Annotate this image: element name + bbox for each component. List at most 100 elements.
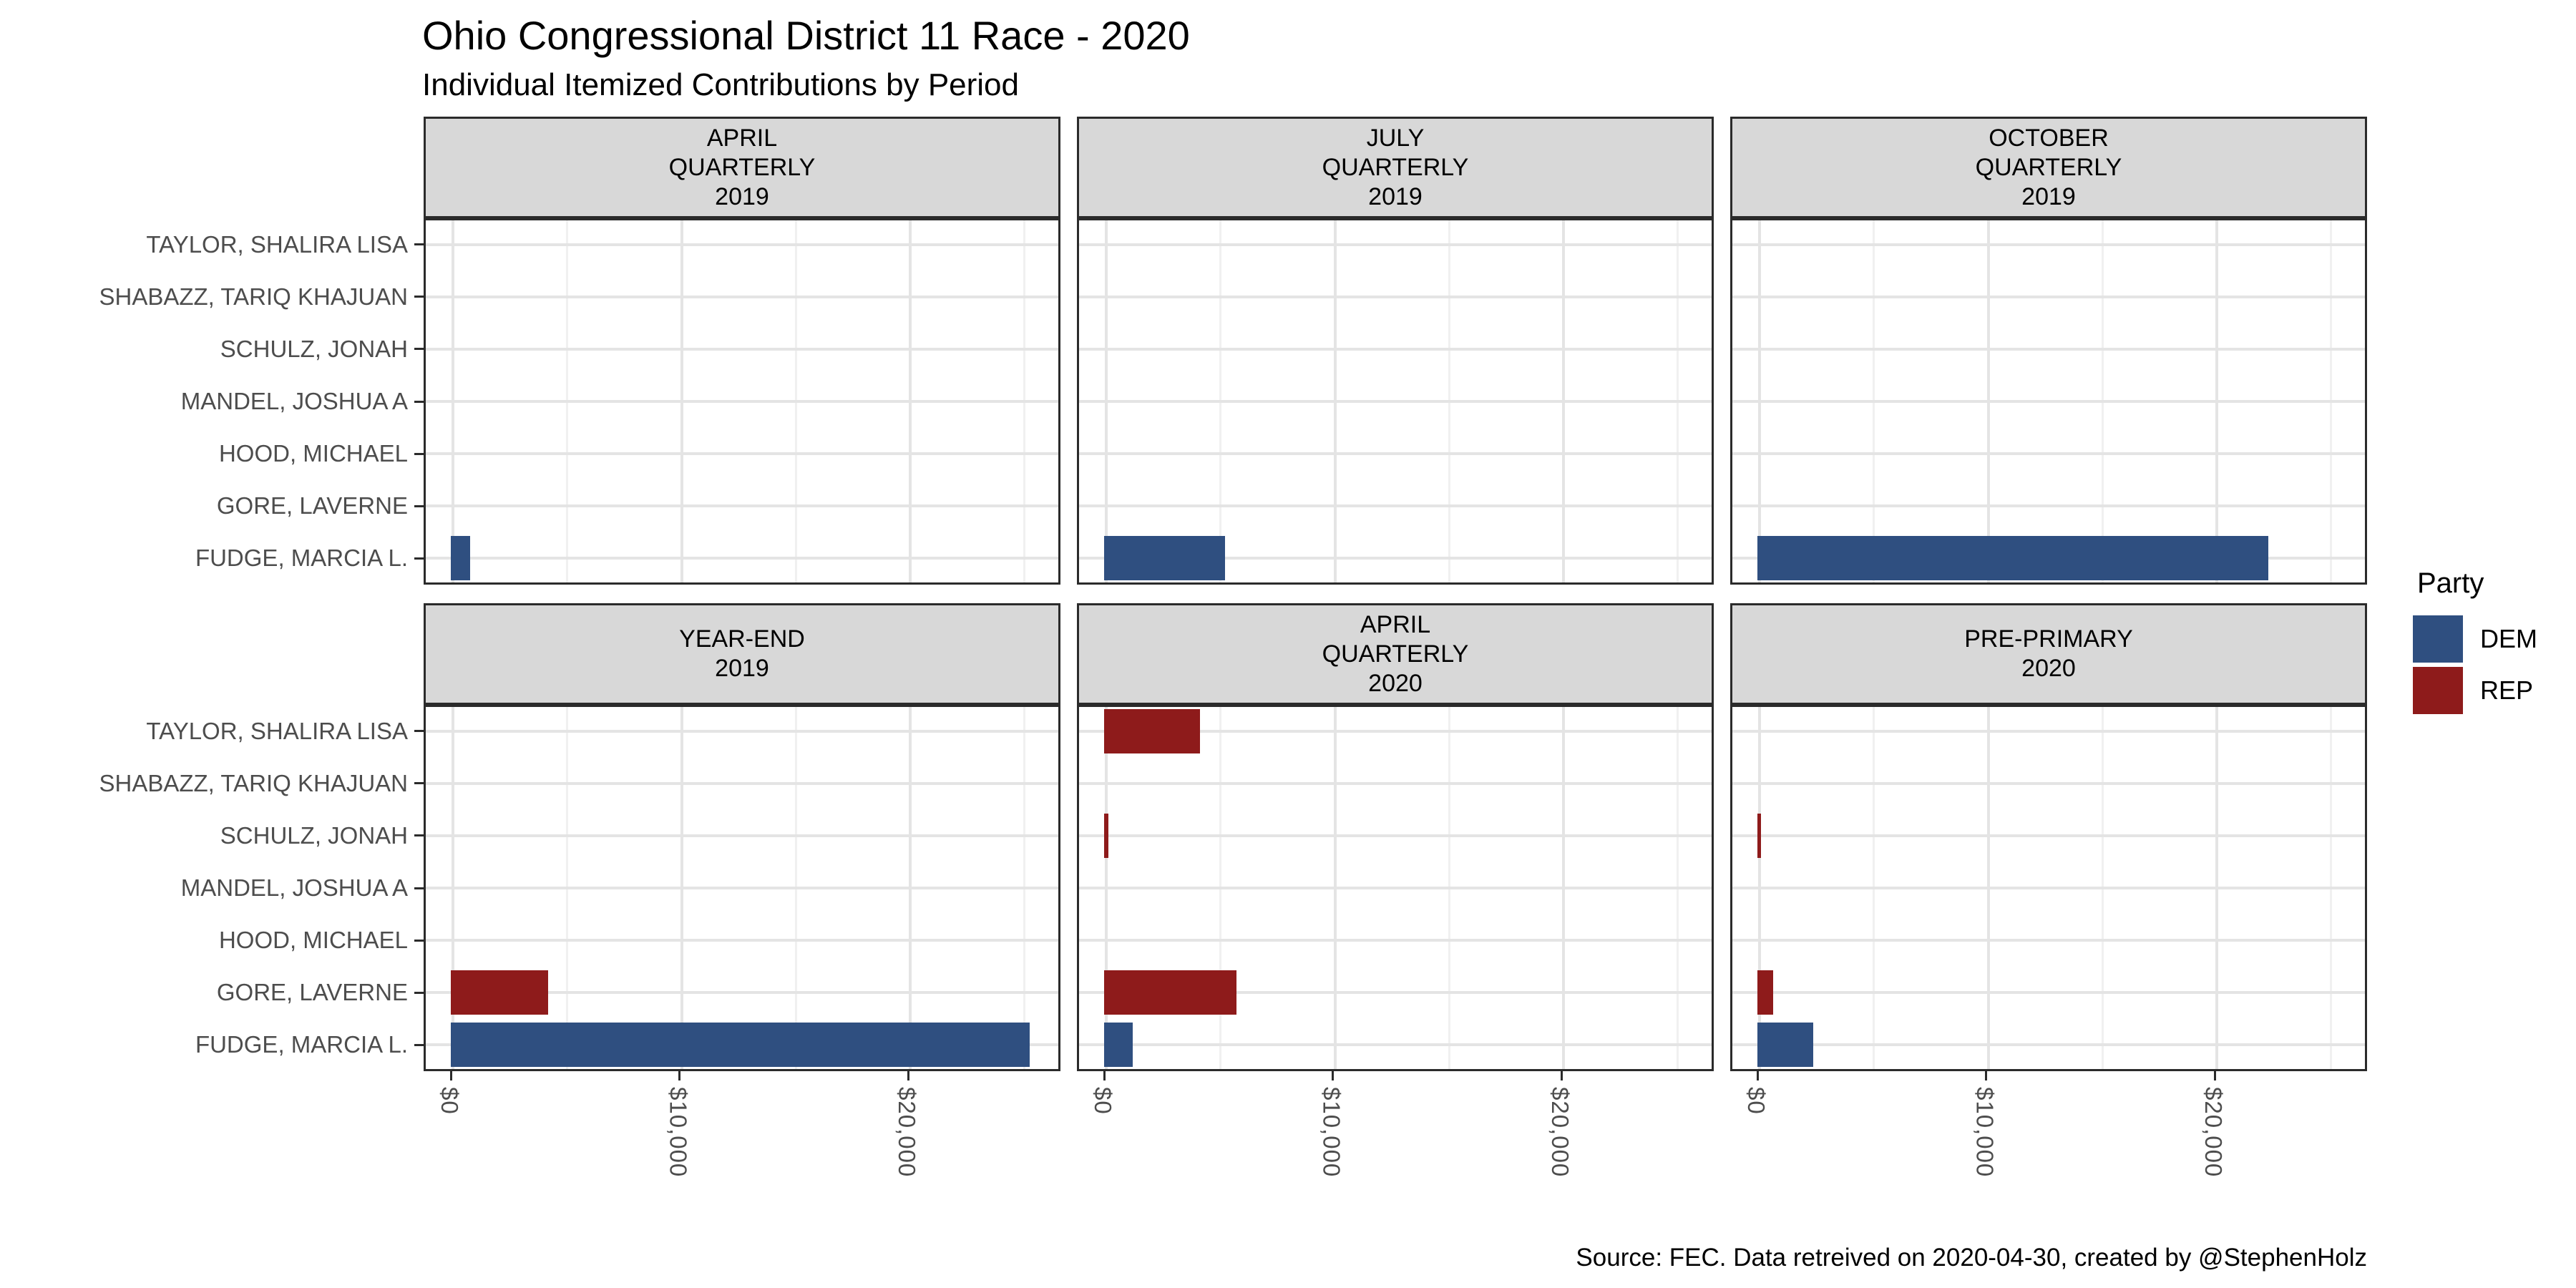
y-axis-tick — [414, 400, 424, 403]
y-axis-tick — [414, 452, 424, 455]
gridline-category — [1732, 887, 2365, 889]
y-axis-tick — [414, 939, 424, 942]
rep-color-swatch — [2413, 667, 2463, 714]
facet-strip-label: APRIL — [706, 124, 778, 152]
facet-strip-label: 2019 — [1368, 182, 1423, 210]
y-axis-tick — [414, 348, 424, 351]
bar-gore — [1757, 970, 1774, 1015]
x-axis-tick-label: $0 — [1743, 1087, 1770, 1115]
facet-strip-label: YEAR-END — [679, 625, 805, 653]
x-axis-tick — [1103, 1071, 1106, 1080]
bar-fudge — [1104, 1023, 1133, 1068]
facet-strip: YEAR-END 2019 — [424, 603, 1060, 705]
y-axis-tick-label: GORE, LAVERNE — [216, 492, 408, 519]
x-axis-tick — [907, 1071, 909, 1080]
y-axis-tick-label: TAYLOR, SHALIRA LISA — [146, 230, 408, 258]
facet-strip: JULY QUARTERLY 2019 — [1077, 117, 1714, 218]
gridline-category — [426, 557, 1058, 560]
facet-panel — [424, 218, 1060, 585]
bar-fudge — [451, 536, 471, 581]
x-axis-tick — [1985, 1071, 1988, 1080]
y-axis-tick — [414, 243, 424, 246]
x-axis-tick — [2213, 1071, 2216, 1080]
legend-label-dem: DEM — [2480, 624, 2537, 653]
legend-item-rep: REP — [2413, 667, 2576, 714]
gridline-category — [1079, 400, 1712, 403]
facet-panel — [424, 705, 1060, 1071]
y-axis-tick-label: MANDEL, JOSHUA A — [180, 874, 408, 901]
gridline-category — [426, 504, 1058, 508]
x-axis-tick-label: $0 — [1090, 1087, 1117, 1115]
y-axis-tick-label: SHABAZZ, TARIQ KHAJUAN — [99, 283, 408, 310]
gridline-category — [426, 729, 1058, 733]
gridline-category — [1079, 781, 1712, 785]
gridline-category — [1732, 1043, 2365, 1047]
gridline-category — [1079, 243, 1712, 246]
x-axis-tick — [449, 1071, 452, 1080]
facet-strip: APRIL QUARTERLY 2019 — [424, 117, 1060, 218]
y-axis-tick — [414, 1043, 424, 1046]
facet-strip-label: 2019 — [715, 655, 769, 682]
legend-label-rep: REP — [2480, 675, 2534, 705]
gridline-category — [426, 939, 1058, 942]
gridline-category — [1732, 452, 2365, 456]
gridline-category — [1079, 295, 1712, 298]
x-axis-tick-label: $10,000 — [1971, 1087, 1999, 1178]
bar-schulz — [1757, 813, 1761, 858]
gridline-category — [426, 991, 1058, 995]
facet-strip: PRE-PRIMARY 2020 — [1730, 603, 2367, 705]
gridline-category — [1079, 1043, 1712, 1047]
gridline-category — [1079, 887, 1712, 889]
x-axis-tick — [1756, 1071, 1759, 1080]
y-axis-tick — [414, 834, 424, 837]
gridline-category — [1079, 557, 1712, 560]
x-axis-tick — [1332, 1071, 1335, 1080]
bar-fudge — [1757, 1023, 1814, 1068]
facet-strip-label: PRE-PRIMARY — [1964, 625, 2133, 653]
gridline-category — [1732, 729, 2365, 733]
y-axis-tick — [414, 730, 424, 733]
facet-strip-label: 2019 — [2021, 182, 2076, 210]
legend-title: Party — [2417, 567, 2484, 599]
gridline-category — [1732, 295, 2365, 298]
y-axis-tick-label: SCHULZ, JONAH — [220, 821, 408, 849]
legend-item-dem: DEM — [2413, 615, 2576, 663]
bar-fudge — [1104, 536, 1226, 581]
source-caption: Source: FEC. Data retreived on 2020-04-3… — [1576, 1244, 2367, 1272]
gridline-category — [426, 887, 1058, 889]
gridline-category — [426, 243, 1058, 246]
y-axis-tick-label: FUDGE, MARCIA L. — [195, 1031, 408, 1058]
gridline-category — [1732, 347, 2365, 351]
gridline-category — [1079, 834, 1712, 837]
gridline-category — [1079, 452, 1712, 456]
facet-panel — [1730, 705, 2367, 1071]
facet-strip: APRIL QUARTERLY 2020 — [1077, 603, 1714, 705]
bar-fudge — [1757, 536, 2269, 581]
gridline-category — [1732, 939, 2365, 942]
gridline-category — [1732, 991, 2365, 995]
bar-fudge — [451, 1023, 1030, 1068]
x-axis-tick-label: $20,000 — [2200, 1087, 2228, 1178]
y-axis-tick-label: SHABAZZ, TARIQ KHAJUAN — [99, 769, 408, 796]
page-subtitle: Individual Itemized Contributions by Per… — [422, 67, 1020, 102]
gridline-category — [1732, 834, 2365, 837]
gridline-category — [1079, 504, 1712, 508]
gridline-category — [426, 781, 1058, 785]
y-axis-tick — [414, 296, 424, 298]
legend: Party DEM REP — [2413, 567, 2576, 718]
facet-panel — [1077, 218, 1714, 585]
x-axis-tick-label: $20,000 — [1547, 1087, 1574, 1178]
y-axis-tick — [414, 504, 424, 507]
y-axis-tick-label: HOOD, MICHAEL — [218, 440, 408, 467]
gridline-category — [1732, 400, 2365, 403]
facet-strip-label: QUARTERLY — [668, 153, 816, 181]
gridline-category — [1079, 729, 1712, 733]
gridline-category — [426, 834, 1058, 837]
x-axis-tick-label: $20,000 — [894, 1087, 921, 1178]
gridline-category — [426, 400, 1058, 403]
gridline-category — [426, 452, 1058, 456]
facet-strip-label: QUARTERLY — [1322, 640, 1469, 668]
y-axis-tick-label: MANDEL, JOSHUA A — [180, 388, 408, 414]
bar-gore — [1104, 970, 1237, 1015]
x-axis-tick-label: $10,000 — [665, 1087, 692, 1178]
